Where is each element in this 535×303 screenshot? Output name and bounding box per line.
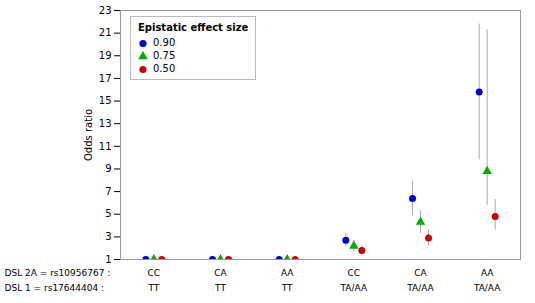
svg-text:DSL 1 = rs17644404 :: DSL 1 = rs17644404 : (5, 283, 105, 293)
html-text:0.90: 0.90 (153, 37, 176, 48)
html-text:0.75: 0.75 (153, 50, 176, 61)
svg-text:TA/AA: TA/AA (473, 283, 501, 293)
svg-text:AA: AA (281, 268, 294, 278)
svg-text:23: 23 (99, 5, 112, 16)
svg-text:TT: TT (281, 283, 293, 293)
html-text:Epistatic effect size: Epistatic effect size (138, 22, 249, 33)
svg-text:CA: CA (414, 268, 427, 278)
svg-text:CC: CC (148, 268, 161, 278)
html-text:0.50: 0.50 (153, 63, 176, 74)
svg-text:19: 19 (99, 50, 112, 61)
svg-text:CA: CA (214, 268, 227, 278)
svg-text:TA/AA: TA/AA (406, 283, 434, 293)
svg-text:TT: TT (214, 283, 226, 293)
svg-text:CC: CC (348, 268, 361, 278)
svg-text:5: 5 (105, 208, 111, 219)
svg-text:Odds ratio: Odds ratio (83, 109, 94, 161)
svg-text:9: 9 (105, 163, 111, 174)
svg-text:DSL 2A = rs10956767 :: DSL 2A = rs10956767 : (5, 268, 111, 278)
svg-text:11: 11 (99, 141, 112, 152)
svg-text:17: 17 (99, 73, 112, 84)
svg-text:21: 21 (99, 27, 112, 38)
svg-text:1: 1 (105, 254, 111, 265)
svg-text:3: 3 (105, 231, 111, 242)
svg-text:TT: TT (147, 283, 159, 293)
svg-text:7: 7 (105, 186, 111, 197)
svg-text:13: 13 (99, 118, 112, 129)
svg-text:TA/AA: TA/AA (340, 283, 368, 293)
svg-text:15: 15 (99, 95, 112, 106)
svg-text:AA: AA (481, 268, 494, 278)
